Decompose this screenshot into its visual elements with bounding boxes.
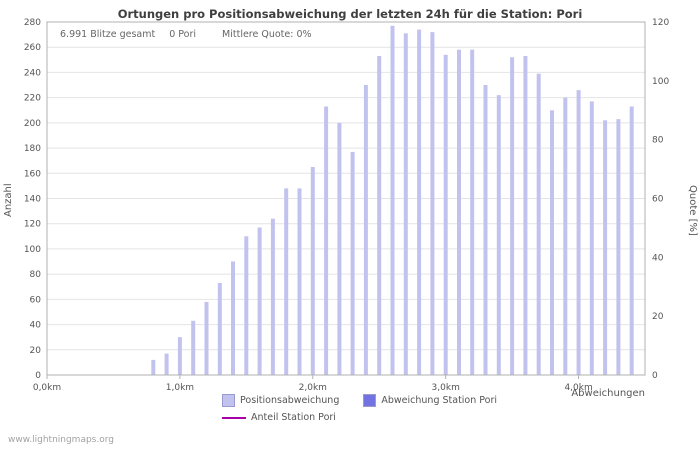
svg-text:4,0km: 4,0km — [564, 383, 592, 393]
svg-text:20: 20 — [652, 312, 664, 322]
chart-title: Ortungen pro Positionsabweichung der let… — [117, 7, 583, 21]
chart-annotations: 6.991 Blitze gesamt 0 Pori Mittlere Quot… — [60, 29, 312, 40]
annotation-station-count: 0 Pori — [169, 29, 197, 40]
svg-text:20: 20 — [30, 346, 42, 356]
svg-text:100: 100 — [652, 77, 669, 87]
annotation-total-strikes: 6.991 Blitze gesamt — [60, 29, 156, 40]
svg-text:40: 40 — [30, 321, 42, 331]
legend-line-swatch-anteil-station — [222, 416, 246, 419]
svg-text:60: 60 — [30, 295, 42, 305]
annotation-mean-quote: Mittlere Quote: 0% — [222, 29, 312, 40]
svg-text:120: 120 — [24, 220, 41, 230]
legend-label-abweichung-station: Abweichung Station Pori — [381, 395, 498, 406]
svg-text:0: 0 — [35, 371, 41, 381]
legend-swatch-abweichung-station — [363, 394, 377, 407]
svg-text:140: 140 — [24, 195, 41, 205]
svg-text:0: 0 — [652, 371, 658, 381]
svg-text:1,0km: 1,0km — [166, 383, 194, 393]
y-axis-label-right: Quote [%] — [687, 184, 698, 236]
x-axis-label: Abweichungen — [571, 388, 645, 399]
legend-row-2: Anteil Station Pori — [222, 412, 497, 423]
svg-text:40: 40 — [652, 253, 664, 263]
svg-text:80: 80 — [30, 270, 42, 280]
legend-row-1: Positionsabweichung Abweichung Station P… — [222, 394, 497, 407]
legend: Positionsabweichung Abweichung Station P… — [222, 394, 497, 428]
legend-swatch-positionsabweichung — [222, 394, 235, 407]
svg-text:60: 60 — [652, 195, 664, 205]
svg-text:260: 260 — [24, 43, 41, 53]
svg-text:3,0km: 3,0km — [432, 383, 460, 393]
svg-text:120: 120 — [652, 18, 669, 28]
legend-item-positionsabweichung: Positionsabweichung — [222, 394, 339, 407]
svg-text:220: 220 — [24, 94, 41, 104]
svg-text:200: 200 — [24, 119, 41, 129]
svg-text:2,0km: 2,0km — [299, 383, 327, 393]
svg-text:240: 240 — [24, 68, 41, 78]
svg-text:100: 100 — [24, 245, 41, 255]
watermark: www.lightningmaps.org — [8, 435, 114, 445]
legend-item-anteil-station: Anteil Station Pori — [222, 412, 336, 423]
svg-text:80: 80 — [652, 136, 664, 146]
svg-text:0,0km: 0,0km — [33, 383, 61, 393]
svg-text:180: 180 — [24, 144, 41, 154]
y-axis-label-left: Anzahl — [3, 183, 14, 217]
legend-label-positionsabweichung: Positionsabweichung — [240, 395, 340, 406]
svg-text:160: 160 — [24, 169, 41, 179]
svg-text:280: 280 — [24, 18, 41, 28]
legend-label-anteil-station: Anteil Station Pori — [251, 412, 336, 423]
legend-item-abweichung-station: Abweichung Station Pori — [363, 394, 497, 407]
